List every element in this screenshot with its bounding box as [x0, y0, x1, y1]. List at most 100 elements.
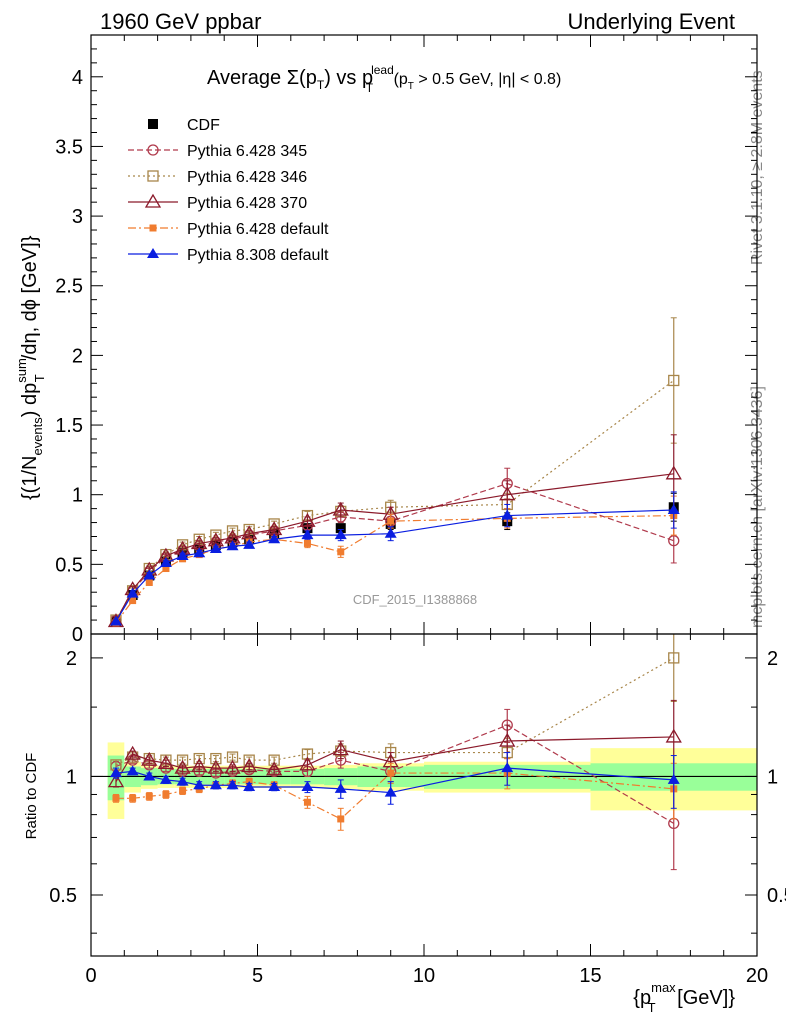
main-data-point: [299, 512, 316, 527]
ratio-data-point: [143, 770, 156, 781]
main-y-tick-label: 0: [72, 624, 83, 646]
legend-marker: [147, 248, 159, 258]
ratio-data-point: [384, 786, 397, 797]
ratio-series-4: [109, 752, 680, 809]
ratio-data-point: [332, 741, 349, 756]
legend-label: Pythia 8.308 default: [187, 247, 329, 264]
main-y-axis-label: {(1/Nevents) dpsum T/dη, dϕ [GeV]}: [14, 235, 47, 500]
ratio-data-point: [668, 652, 680, 664]
ratio-y-tick-label-right: 1: [767, 766, 778, 788]
main-data-point: [667, 504, 680, 515]
ratio-data-point: [243, 781, 256, 792]
legend-label: Pythia 6.428 default: [187, 221, 329, 238]
main-y-tick-label: 2.5: [55, 276, 83, 298]
main-series-5: [109, 491, 680, 626]
ratio-y-tick-label-right: 2: [767, 648, 778, 670]
main-data-point: [668, 535, 680, 547]
main-y-tick-label: 1.5: [55, 415, 83, 437]
legend-label: Pythia 6.428 370: [187, 195, 307, 212]
ratio-data-point: [226, 779, 239, 790]
main-y-tick-label: 3.5: [55, 136, 83, 158]
main-data-point: [143, 569, 156, 580]
ratio-data-point: [268, 781, 281, 792]
ratio-data-point: [303, 798, 311, 806]
ratio-data-point: [176, 775, 189, 786]
ratio-data-point: [159, 773, 172, 784]
ratio-data-point: [210, 752, 222, 765]
ratio-data-point: [174, 759, 191, 774]
main-data-point: [303, 539, 311, 547]
main-y-tick-label: 4: [72, 67, 83, 89]
ratio-series-line: [115, 657, 675, 766]
axes: 0 0.5 1 1.5 2 2.5 3 3.5 4 0 5 10 15 20 0.5 0.5 1 1 2 2: [49, 34, 786, 987]
ratio-data-point: [145, 792, 153, 800]
ratio-data-point: [179, 787, 187, 795]
ratio-data-point: [499, 732, 516, 747]
main-y-tick-label: 1: [72, 485, 83, 507]
header-left: 1960 GeV ppbar: [100, 9, 261, 34]
watermark: CDF_2015_I1388868: [353, 592, 477, 607]
main-y-tick-label: 0.5: [55, 554, 83, 576]
legend-marker: [147, 144, 159, 156]
ratio-data-point: [126, 765, 139, 776]
x-tick-label: 10: [413, 965, 435, 987]
legend-item: Pythia 6.428 345: [128, 143, 307, 160]
main-data-point: [193, 547, 206, 558]
ratio-data-point: [162, 790, 170, 798]
main-data-point: [665, 465, 682, 480]
ratio-data-point: [268, 754, 280, 766]
ratio-data-point: [501, 762, 514, 773]
ratio-data-point: [266, 761, 283, 776]
x-tick-label: 20: [746, 965, 768, 987]
legend-marker: [144, 193, 162, 208]
x-tick-label: 0: [85, 965, 96, 987]
ratio-data-point: [665, 728, 682, 743]
ratio-data-point: [193, 779, 206, 790]
ratio-data-point: [157, 754, 175, 769]
main-y-tick-label: 2: [72, 345, 83, 367]
ratio-data-point: [241, 758, 258, 773]
main-data-point: [301, 529, 314, 540]
ratio-data-point: [387, 769, 395, 777]
ratio-data-point: [667, 773, 680, 784]
main-data-point: [384, 527, 397, 538]
legend-item: Pythia 8.308 default: [128, 247, 329, 264]
main-data-point: [335, 523, 346, 534]
main-data-point: [162, 565, 170, 573]
legend-item: Pythia 6.428 346: [128, 169, 307, 186]
ratio-panel-background: [91, 742, 757, 819]
main-data-point: [129, 597, 137, 605]
legend-label: Pythia 6.428 346: [187, 169, 307, 186]
legend: CDF Pythia 6.428 345 Pythia 6.428 346 Pythi…: [128, 117, 329, 264]
ratio-y-tick-label: 2: [66, 648, 77, 670]
main-data-point: [109, 615, 122, 626]
main-data-point: [334, 529, 347, 540]
legend-label: Pythia 6.428 345: [187, 143, 307, 160]
ratio-data-point: [129, 794, 137, 802]
main-data-point: [145, 578, 153, 586]
ratio-data-point: [107, 773, 125, 788]
ratio-data-point: [191, 758, 208, 773]
main-data-point: [126, 587, 139, 598]
main-y-tick-label: 3: [72, 206, 83, 228]
main-data-point: [501, 509, 514, 520]
x-tick-label: 5: [252, 965, 263, 987]
ratio-panel-data: [107, 633, 682, 871]
main-series-2: [110, 317, 680, 626]
main-data-point: [268, 533, 281, 544]
header-right: Underlying Event: [567, 9, 735, 34]
main-data-point: [387, 517, 395, 525]
main-data-point: [337, 548, 345, 556]
main-data-point: [226, 540, 239, 551]
ratio-y-tick-label-right: 0.5: [767, 885, 786, 907]
ratio-data-point: [141, 751, 158, 766]
ratio-y-tick-label: 1: [66, 766, 77, 788]
legend-item: CDF: [148, 117, 220, 134]
main-data-point: [499, 486, 516, 501]
ratio-data-point: [109, 767, 122, 778]
main-series-line: [115, 379, 675, 621]
ratio-data-point: [337, 815, 345, 823]
ratio-y-axis-label: Ratio to CDF: [23, 753, 40, 840]
main-panel-data: [107, 317, 682, 628]
ratio-y-tick-label: 0.5: [49, 885, 77, 907]
